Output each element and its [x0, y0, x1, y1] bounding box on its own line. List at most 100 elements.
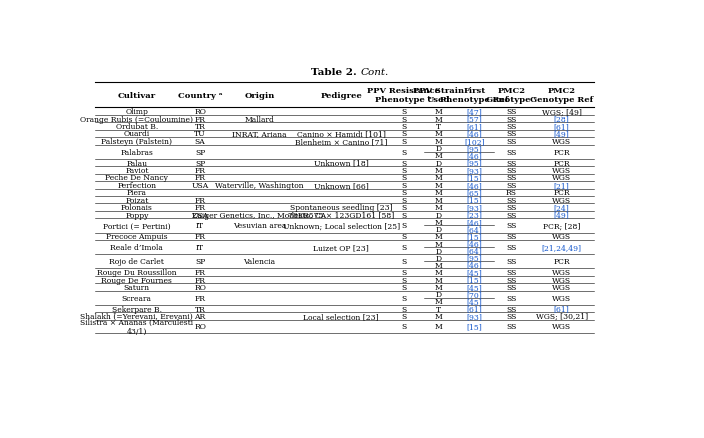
Text: SS: SS [506, 123, 517, 131]
Text: SS: SS [506, 204, 517, 212]
Text: S: S [401, 138, 406, 145]
Text: M: M [434, 219, 442, 226]
Text: WGS: WGS [552, 174, 571, 182]
Text: S: S [401, 159, 406, 167]
Text: FR: FR [194, 294, 206, 302]
Text: M: M [434, 268, 442, 276]
Text: [49]: [49] [554, 211, 570, 219]
Text: Screara: Screara [122, 294, 152, 302]
Text: TR: TR [195, 123, 206, 131]
Text: FR: FR [194, 174, 206, 182]
Text: WGS: WGS [552, 294, 571, 302]
Text: Peche De Nancy: Peche De Nancy [106, 174, 168, 182]
Text: [15]: [15] [467, 233, 482, 241]
Text: S: S [401, 211, 406, 219]
Text: Ordubat B.: Ordubat B. [115, 123, 158, 131]
Text: D: D [436, 254, 441, 262]
Text: S: S [401, 233, 406, 241]
Text: SS: SS [506, 312, 517, 320]
Text: PCR: PCR [553, 159, 570, 167]
Text: Olimp: Olimp [125, 108, 149, 116]
Text: M: M [434, 283, 442, 291]
Text: Rouge Du Roussillon: Rouge Du Roussillon [97, 268, 177, 276]
Text: M: M [434, 130, 442, 138]
Text: SS: SS [506, 181, 517, 189]
Text: M: M [434, 240, 442, 248]
Text: SS: SS [506, 148, 517, 156]
Text: M: M [434, 233, 442, 241]
Text: M: M [434, 152, 442, 160]
Text: M: M [434, 312, 442, 320]
Text: [45]: [45] [467, 283, 482, 291]
Text: [23]: [23] [466, 211, 482, 219]
Text: S: S [401, 196, 406, 204]
Text: S: S [401, 148, 406, 156]
Text: Valencia: Valencia [244, 258, 275, 266]
Text: [21,24,49]: [21,24,49] [541, 244, 582, 251]
Text: Palsteyn (Palstein): Palsteyn (Palstein) [101, 138, 172, 145]
Text: SS: SS [506, 222, 517, 230]
Text: [95]: [95] [467, 254, 482, 262]
Text: WGS; [30,21]: WGS; [30,21] [536, 312, 588, 320]
Text: RS: RS [506, 189, 517, 197]
Text: [61]: [61] [554, 305, 570, 313]
Text: [61]: [61] [467, 123, 482, 131]
Text: S: S [401, 130, 406, 138]
Text: S: S [401, 123, 406, 131]
Text: RO: RO [194, 108, 206, 116]
Text: [70]: [70] [467, 290, 482, 299]
Text: [95]: [95] [467, 159, 482, 167]
Text: M: M [434, 261, 442, 269]
Text: M: M [434, 138, 442, 145]
Text: SS: SS [506, 305, 517, 313]
Text: SS: SS [506, 130, 517, 138]
Text: SP: SP [195, 148, 206, 156]
Text: S: S [401, 294, 406, 302]
Text: S: S [401, 108, 406, 116]
Text: [46]: [46] [467, 261, 482, 269]
Text: FR: FR [194, 268, 206, 276]
Text: WGS: WGS [552, 276, 571, 284]
Text: SS: SS [506, 108, 517, 116]
Text: FR: FR [194, 115, 206, 124]
Text: AR: AR [194, 312, 206, 320]
Text: Local selection [23]: Local selection [23] [303, 312, 379, 320]
Text: [49]: [49] [554, 130, 570, 138]
Text: FR: FR [194, 204, 206, 212]
Text: PMC2
Genotype ᶜ: PMC2 Genotype ᶜ [486, 87, 537, 104]
Text: Precoce Ampuis: Precoce Ampuis [106, 233, 168, 241]
Text: [93]: [93] [466, 312, 482, 320]
Text: Unknown [66]: Unknown [66] [314, 181, 368, 189]
Text: PPV Strain
Used: PPV Strain Used [413, 87, 464, 104]
Text: PCR: PCR [553, 148, 570, 156]
Text: D: D [436, 247, 441, 255]
Text: FR: FR [194, 276, 206, 284]
Text: 78EB575 × 123GD161 [58]: 78EB575 × 123GD161 [58] [288, 211, 394, 219]
Text: TU: TU [194, 130, 206, 138]
Text: [46]: [46] [467, 181, 482, 189]
Text: IT: IT [196, 244, 204, 251]
Text: Palabras: Palabras [120, 148, 153, 156]
Text: SS: SS [506, 283, 517, 291]
Text: M: M [434, 108, 442, 116]
Text: D: D [436, 211, 441, 219]
Text: WGS: WGS [552, 233, 571, 241]
Text: Portici (= Pertini): Portici (= Pertini) [103, 222, 170, 230]
Text: [15]: [15] [467, 174, 482, 182]
Text: Cultivar: Cultivar [118, 92, 156, 99]
Text: S: S [401, 276, 406, 284]
Text: S: S [401, 258, 406, 266]
Text: WGS: WGS [552, 268, 571, 276]
Text: SA: SA [195, 138, 206, 145]
Text: [93]: [93] [466, 204, 482, 212]
Text: M: M [434, 298, 442, 306]
Text: S: S [401, 115, 406, 124]
Text: WGS: WGS [552, 166, 571, 175]
Text: M: M [434, 181, 442, 189]
Text: SS: SS [506, 211, 517, 219]
Text: S: S [401, 222, 406, 230]
Text: Mallard: Mallard [244, 115, 275, 124]
Text: T: T [436, 305, 441, 313]
Text: Origin: Origin [244, 92, 275, 99]
Text: D: D [436, 226, 441, 233]
